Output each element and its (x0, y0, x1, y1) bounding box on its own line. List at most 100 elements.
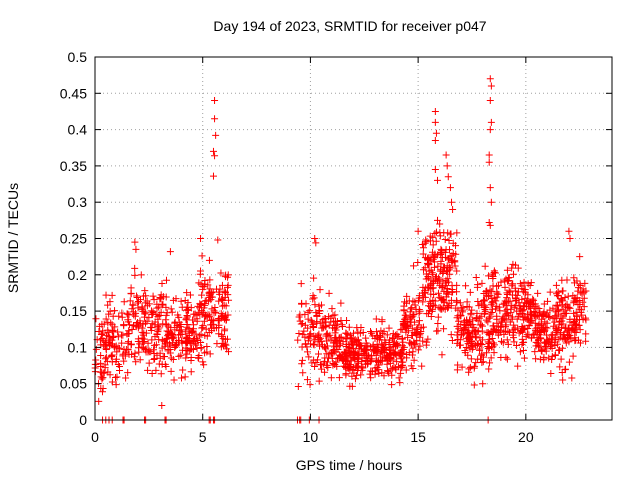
data-point (509, 334, 517, 342)
data-point (578, 311, 586, 319)
data-point (98, 375, 106, 383)
data-point (218, 331, 226, 339)
data-point (198, 252, 206, 260)
data-point (331, 334, 339, 342)
data-point (532, 313, 540, 321)
data-point (99, 369, 107, 377)
data-point (201, 280, 209, 288)
data-point (415, 296, 423, 304)
data-point (184, 299, 192, 307)
data-point (576, 301, 584, 309)
data-point (182, 344, 190, 352)
data-point (392, 350, 400, 358)
data-point (212, 308, 220, 316)
data-point (102, 345, 110, 353)
data-point (210, 309, 218, 317)
data-point (323, 330, 331, 338)
data-point (324, 363, 332, 371)
data-point (516, 348, 524, 356)
data-point (208, 316, 216, 324)
data-point (305, 353, 313, 361)
data-point (313, 312, 321, 320)
data-point (112, 381, 120, 389)
data-point (485, 272, 493, 280)
data-point (169, 335, 177, 343)
data-point (570, 299, 578, 307)
data-point (321, 314, 329, 322)
data-point (310, 356, 318, 364)
data-point (393, 330, 401, 338)
data-point (373, 340, 381, 348)
y-axis-label: SRMTID / TECUs (5, 183, 21, 293)
data-point (576, 281, 584, 289)
data-point (544, 297, 552, 305)
data-point (416, 342, 424, 350)
data-point (449, 257, 457, 265)
data-point (475, 302, 483, 310)
data-point (309, 292, 317, 300)
data-point (329, 339, 337, 347)
data-point (441, 305, 449, 313)
data-point (136, 356, 144, 364)
data-point (453, 366, 461, 374)
data-point (501, 283, 509, 291)
data-point (431, 107, 439, 115)
data-point (555, 321, 563, 329)
data-point (486, 221, 494, 229)
data-point (458, 363, 466, 371)
data-point (488, 335, 496, 343)
data-point (143, 317, 151, 325)
data-point (299, 369, 307, 377)
data-point (436, 220, 444, 228)
data-point (348, 339, 356, 347)
data-point (430, 258, 438, 266)
data-point (430, 253, 438, 261)
x-tick-label: 5 (199, 429, 207, 445)
data-point (565, 331, 573, 339)
data-point (197, 339, 205, 347)
data-point (525, 321, 533, 329)
data-point (296, 311, 304, 319)
data-point (357, 371, 365, 379)
data-point (430, 290, 438, 298)
data-point (177, 374, 185, 382)
data-point (518, 307, 526, 315)
data-point (353, 354, 361, 362)
data-point (570, 326, 578, 334)
data-point (501, 297, 509, 305)
data-point (546, 288, 554, 296)
data-point (427, 312, 435, 320)
data-point (513, 291, 521, 299)
data-point (92, 360, 100, 368)
data-point (151, 321, 159, 329)
data-point (434, 176, 442, 184)
data-point (295, 330, 303, 338)
data-point (357, 341, 365, 349)
data-point (512, 296, 520, 304)
data-point (376, 331, 384, 339)
data-point (350, 353, 358, 361)
data-point (504, 312, 512, 320)
data-point (453, 339, 461, 347)
data-point (465, 365, 473, 373)
data-point (221, 287, 229, 295)
data-point (456, 299, 464, 307)
data-point (490, 268, 498, 276)
data-point (460, 324, 468, 332)
data-point (402, 313, 410, 321)
data-point (446, 184, 454, 192)
data-point (222, 302, 230, 310)
data-point (527, 317, 535, 325)
data-point (331, 317, 339, 325)
data-point (481, 296, 489, 304)
data-point (294, 336, 302, 344)
data-point (124, 330, 132, 338)
data-point (331, 324, 339, 332)
data-point (371, 370, 379, 378)
data-point (445, 278, 453, 286)
data-point (131, 349, 139, 357)
data-point (340, 362, 348, 370)
data-point (197, 301, 205, 309)
data-point (405, 349, 413, 357)
data-point (211, 304, 219, 312)
